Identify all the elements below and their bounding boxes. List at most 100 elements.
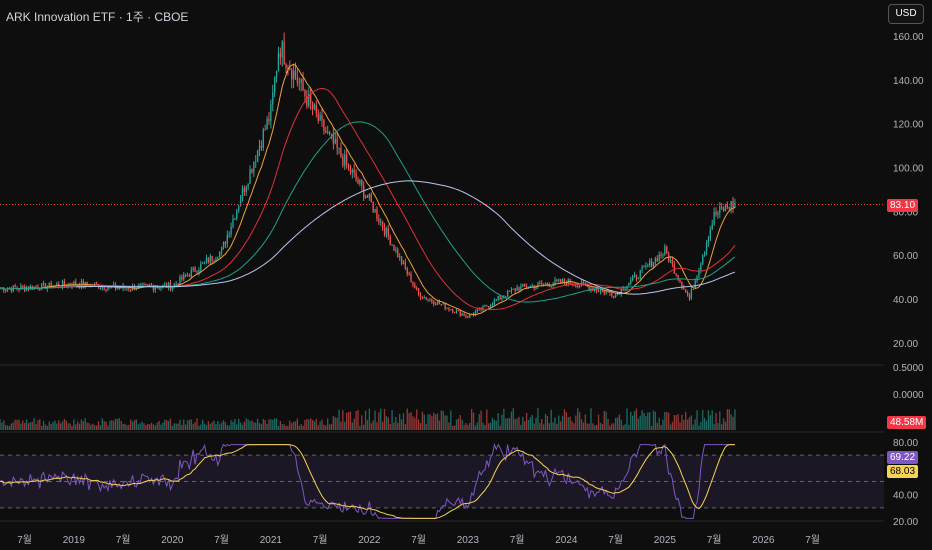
- rsi-tick-label: 40.00: [893, 491, 918, 502]
- candle-body: [537, 282, 539, 287]
- volume-bar: [565, 412, 568, 430]
- ma-30-line: [0, 87, 736, 311]
- candle-body: [111, 285, 113, 287]
- candle-body: [345, 154, 348, 165]
- volume-bar: [503, 408, 505, 430]
- candle-body: [442, 303, 444, 305]
- volume-bar: [224, 422, 227, 430]
- volume-bar: [42, 420, 45, 430]
- volume-bar: [112, 420, 115, 430]
- volume-bar: [48, 421, 50, 430]
- volume-bar: [730, 414, 732, 430]
- time-axis-label: 7월: [17, 534, 32, 546]
- candle-body: [728, 207, 730, 209]
- volume-bar: [353, 418, 355, 430]
- volume-bar: [649, 412, 651, 430]
- candle-body: [184, 274, 187, 276]
- volume-bar: [198, 425, 200, 430]
- volume-bar: [717, 423, 719, 430]
- volume-bar: [514, 419, 516, 430]
- candle-body: [277, 53, 280, 71]
- volume-bar: [463, 424, 465, 430]
- candle-body: [705, 243, 708, 252]
- volume-bar: [573, 423, 575, 430]
- candle-body: [164, 284, 166, 286]
- volume-bar: [173, 423, 175, 430]
- candle-body: [41, 283, 43, 290]
- volume-bar: [76, 421, 79, 430]
- candle-body: [694, 280, 696, 290]
- candle-body: [601, 290, 604, 292]
- volume-bar: [111, 420, 113, 430]
- volume-bar: [459, 415, 461, 430]
- candle-body: [152, 286, 155, 291]
- candle-body: [639, 269, 641, 279]
- volume-bar: [217, 421, 219, 430]
- volume-bar: [35, 424, 37, 430]
- volume-bar: [54, 420, 56, 430]
- candle-body: [273, 78, 276, 93]
- candle-body: [323, 119, 325, 132]
- price-tick-label: 140.00: [893, 76, 924, 87]
- volume-bar: [433, 412, 435, 430]
- time-axis-label: 2022: [358, 535, 381, 546]
- volume-bar: [597, 414, 600, 430]
- candle-body: [518, 287, 520, 291]
- volume-bar: [690, 415, 693, 430]
- volume-bar: [539, 423, 541, 430]
- candle-body: [582, 282, 585, 284]
- volume-bar: [1, 422, 3, 430]
- candle-body: [14, 285, 16, 288]
- volume-bar: [614, 417, 617, 430]
- volume-bar: [277, 425, 280, 430]
- candle-body: [664, 246, 666, 255]
- candle-body: [95, 283, 98, 285]
- volume-bar: [222, 420, 225, 430]
- candle-body: [374, 209, 376, 212]
- candle-body: [721, 207, 723, 209]
- volume-bar: [234, 419, 236, 430]
- volume-bar: [685, 411, 687, 430]
- volume-bar: [148, 424, 151, 430]
- candle-body: [366, 196, 369, 198]
- candle-body: [516, 287, 518, 291]
- volume-bar: [506, 418, 509, 430]
- candle-body: [156, 287, 158, 289]
- volume-bar: [266, 423, 268, 430]
- volume-bar: [654, 411, 657, 430]
- volume-bar: [554, 417, 556, 430]
- volume-bar: [65, 420, 67, 430]
- candle-body: [302, 78, 304, 91]
- volume-bar: [721, 424, 723, 430]
- volume-bar: [90, 424, 92, 430]
- candle-body: [675, 273, 677, 276]
- candle-body: [230, 226, 232, 235]
- candle-body: [308, 93, 310, 106]
- volume-bar: [374, 410, 376, 430]
- candle-body: [292, 70, 295, 80]
- volume-bar: [728, 409, 730, 430]
- currency-button[interactable]: USD: [888, 4, 924, 24]
- volume-bar: [41, 425, 43, 430]
- price-tick-label: 100.00: [893, 164, 924, 175]
- volume-bar: [368, 408, 371, 430]
- volume-bar: [287, 425, 289, 430]
- candle-body: [497, 296, 499, 300]
- volume-bar: [302, 425, 304, 430]
- candle-body: [692, 289, 694, 291]
- rsi-tick-label: 80.00: [893, 438, 918, 449]
- candle-body: [262, 129, 264, 148]
- volume-bar: [491, 417, 494, 430]
- volume-bar: [622, 425, 624, 430]
- volume-bar: [86, 422, 88, 430]
- volume-bar: [508, 418, 511, 430]
- volume-bar: [317, 425, 319, 430]
- candle-body: [717, 212, 719, 215]
- volume-bar: [308, 419, 310, 430]
- volume-bar: [455, 419, 458, 430]
- candle-body: [158, 287, 160, 289]
- candle-body: [560, 279, 562, 283]
- volume-bar: [241, 424, 244, 430]
- ma-10-line: [0, 63, 736, 316]
